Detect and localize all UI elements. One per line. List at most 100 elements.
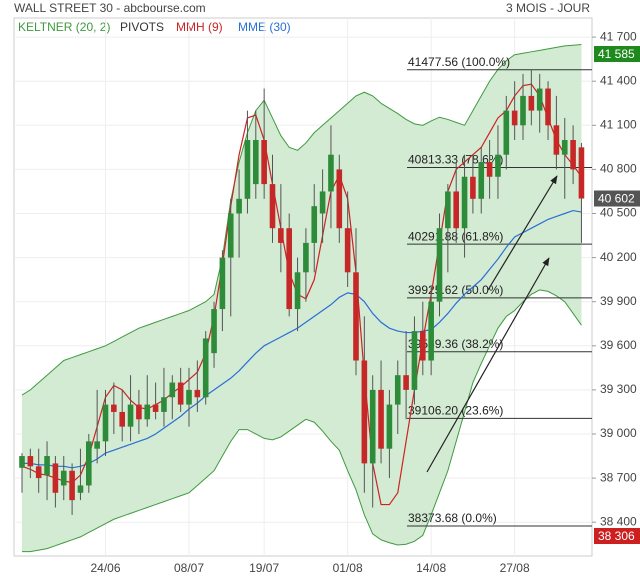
price-tag (594, 46, 640, 63)
y-tick-label: 41 700 (600, 29, 637, 43)
candle-body (186, 389, 192, 405)
candle-body (52, 463, 59, 493)
candle-body (303, 242, 309, 273)
y-tick-label: 40 800 (600, 162, 637, 176)
candle-body (553, 125, 560, 155)
candle-body (420, 331, 426, 361)
price-tag-label: 38 306 (598, 529, 635, 543)
level-label: 39925.62 (50.0%) (408, 283, 503, 297)
candle-body (152, 404, 159, 412)
x-tick-label: 24/06 (90, 561, 120, 575)
candle-body (111, 404, 117, 412)
candle-body (169, 382, 176, 398)
candle-body (336, 169, 343, 229)
candle-body (578, 147, 585, 199)
candle-body (102, 404, 109, 442)
band-lower (22, 289, 582, 553)
candle-body (261, 140, 267, 185)
candle-body (570, 140, 576, 170)
x-tick-label: 19/07 (249, 561, 279, 575)
level-label: 39106.20 (23.6%) (408, 404, 503, 418)
price-tag (594, 190, 640, 207)
y-tick-label: 41 400 (600, 73, 637, 87)
candle-body (353, 272, 359, 361)
candle-body (428, 301, 434, 361)
plot-area: 41477.56 (100.0%)40813.33 (78.6%)40291.8… (14, 18, 592, 556)
candle-body (319, 191, 326, 214)
y-tick-label: 40 200 (600, 250, 637, 264)
candle-body (520, 95, 526, 126)
y-tick-label: 40 500 (600, 206, 637, 220)
candle-body (328, 154, 334, 192)
candle-body (136, 404, 142, 420)
candle-body (561, 140, 568, 155)
candle-body (503, 110, 510, 155)
y-tick-label: 38 700 (600, 470, 637, 484)
candle-body (486, 162, 493, 177)
candle-body (19, 456, 25, 468)
level-label: 41477.56 (100.0%) (408, 55, 510, 69)
candle-body (536, 88, 543, 111)
candle-body (470, 176, 476, 199)
y-tick-label: 38 400 (600, 514, 637, 528)
candle-body (253, 140, 259, 185)
candle-body (453, 191, 459, 229)
candle-body (311, 206, 318, 243)
candle-body (369, 389, 376, 464)
arrow (487, 175, 558, 291)
candle-body (294, 272, 301, 310)
candle-body (202, 338, 209, 398)
candle-body (219, 257, 226, 310)
candle-body (361, 360, 368, 464)
legend-entry: MMH (9) (176, 20, 223, 34)
candle-body (511, 110, 518, 126)
candle-body (69, 470, 75, 501)
candle-body (35, 466, 42, 479)
candle-body (411, 331, 418, 390)
candle-body (94, 441, 100, 449)
candle-body (227, 213, 234, 258)
candle-body (445, 191, 451, 229)
candle-body (344, 228, 351, 273)
y-tick-label: 39 900 (600, 294, 637, 308)
ma-line (21, 83, 582, 506)
band-fill (22, 44, 582, 552)
x-tick-label: 14/08 (416, 561, 446, 575)
candle-body (244, 140, 251, 199)
candle-body (194, 389, 201, 398)
candle-body (177, 382, 184, 405)
candle-body (27, 456, 34, 467)
candle-body (394, 375, 401, 405)
candle-body (269, 184, 276, 229)
candle-body (478, 162, 485, 199)
x-tick-label: 01/08 (333, 561, 363, 575)
annotations (426, 175, 558, 473)
x-tick-label: 27/08 (500, 561, 530, 575)
candle-body (545, 88, 551, 126)
y-tick-label: 39 300 (600, 382, 637, 396)
candle-body (86, 441, 92, 486)
price-tag-label: 40 602 (598, 192, 635, 206)
candle-body (144, 404, 151, 420)
candle-body (278, 228, 284, 243)
candle-body (211, 309, 217, 354)
chart-title: WALL STREET 30 - abcbourse.com (14, 1, 206, 15)
candle-body (528, 95, 535, 111)
candle-body (127, 404, 134, 427)
candle-body (495, 154, 501, 177)
x-tick-label: 08/07 (174, 561, 204, 575)
chart-subtitle: 3 MOIS - JOUR (506, 1, 590, 15)
candle-body (461, 176, 468, 229)
band-upper (21, 43, 582, 396)
candle-body (386, 404, 393, 449)
candle-body (119, 411, 125, 427)
ma-line (22, 209, 582, 469)
price-tag (594, 528, 640, 545)
arrow (426, 257, 550, 473)
plot-frame (13, 17, 593, 557)
legend-entry: PIVOTS (120, 20, 164, 34)
candle-body (403, 375, 409, 390)
legend-entry: KELTNER (20, 2) (18, 20, 110, 34)
level-label: 38373.68 (0.0%) (408, 511, 497, 525)
